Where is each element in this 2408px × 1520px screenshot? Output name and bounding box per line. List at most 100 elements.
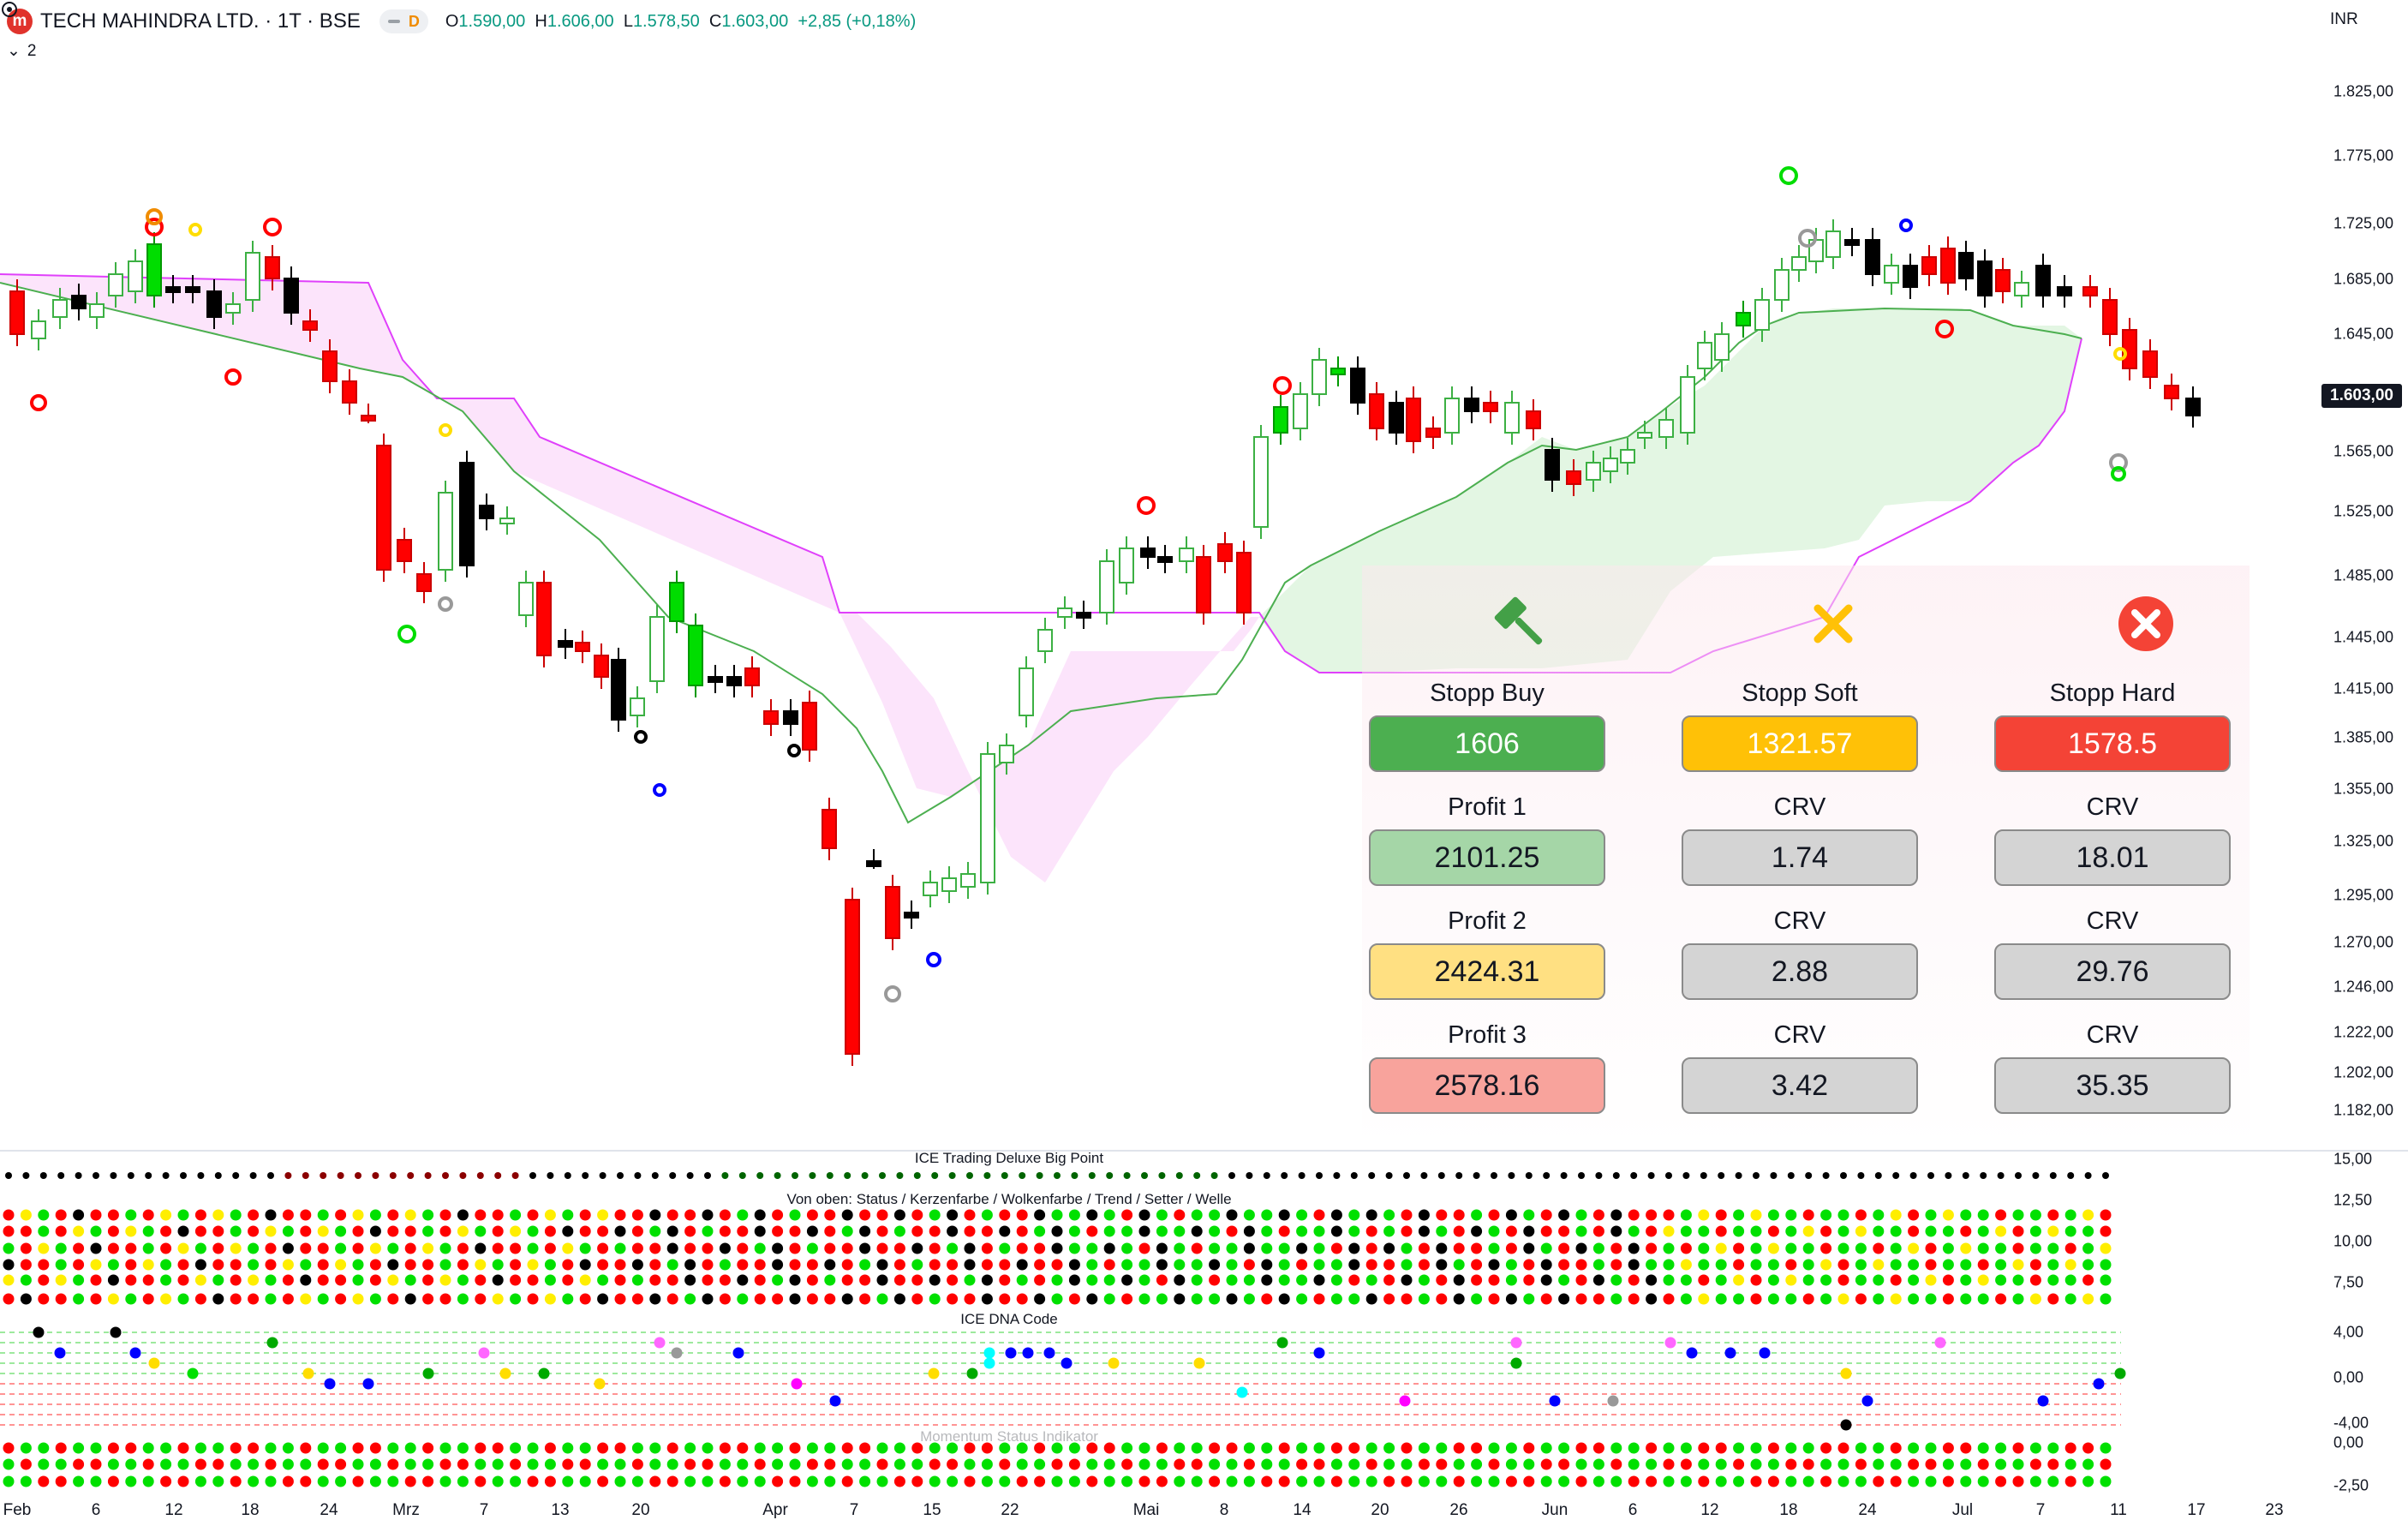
momentum-dot [999, 1442, 1011, 1454]
candle-body [822, 809, 837, 849]
indicator-dots [3, 1172, 2112, 1487]
status-dot [1995, 1293, 2007, 1305]
status-dot [754, 1242, 766, 1254]
symbol-title[interactable]: TECH MAHINDRA LTD. · 1T · BSE [40, 9, 361, 33]
candle-body [558, 640, 573, 648]
momentum-dot [1068, 1475, 1080, 1487]
status-dot [1558, 1259, 1570, 1271]
momentum-dot [981, 1475, 993, 1487]
status-dot [1051, 1293, 1063, 1305]
status-dot [702, 1209, 714, 1221]
status-dot [2064, 1242, 2076, 1254]
status-dot [404, 1225, 416, 1237]
candle-body [342, 380, 357, 404]
status-dot [579, 1274, 591, 1286]
status-dot [1837, 1225, 1849, 1237]
status-dot [1733, 1225, 1745, 1237]
status-dot [1646, 1209, 1658, 1221]
status-dot [457, 1293, 469, 1305]
settings-gear-icon[interactable] [0, 0, 19, 19]
status-dot [929, 1225, 941, 1237]
candle-body [2164, 385, 2179, 399]
momentum-dot [142, 1458, 154, 1470]
status-dot [544, 1225, 556, 1237]
status-dot [1156, 1225, 1168, 1237]
status-dot [1350, 1172, 1358, 1179]
momentum-dot [737, 1458, 749, 1470]
status-dot [876, 1259, 888, 1271]
momentum-dot [1558, 1442, 1570, 1454]
momentum-pane-title: Momentum Status Indikator [920, 1428, 1098, 1445]
status-dot [142, 1274, 154, 1286]
status-dot [55, 1259, 67, 1271]
momentum-dot [1715, 1458, 1727, 1470]
status-dot [2084, 1172, 2092, 1179]
momentum-dot [1278, 1442, 1290, 1454]
status-dot [1191, 1259, 1203, 1271]
status-dot [1455, 1172, 1463, 1179]
status-dot [684, 1225, 696, 1237]
momentum-dot [457, 1458, 469, 1470]
status-dot [1718, 1172, 1725, 1179]
status-dot [1977, 1225, 1989, 1237]
candle-body [1293, 393, 1308, 429]
status-dot [160, 1225, 172, 1237]
signal-marker [787, 744, 801, 757]
error-circle-icon [2112, 589, 2180, 658]
momentum-dot [631, 1475, 643, 1487]
status-dot [1628, 1274, 1640, 1286]
status-dot [1558, 1293, 1570, 1305]
momentum-dot [1890, 1442, 1902, 1454]
momentum-dot [107, 1475, 119, 1487]
interval-badge[interactable]: D [379, 9, 428, 33]
status-dot [1420, 1172, 1428, 1179]
status-dot [981, 1209, 993, 1221]
status-dot [352, 1293, 364, 1305]
status-dot [1592, 1274, 1604, 1286]
status-dot [1348, 1293, 1360, 1305]
status-dot [947, 1209, 959, 1221]
status-dot [1592, 1209, 1604, 1221]
candle-body [2057, 286, 2072, 296]
candle-body [726, 676, 742, 686]
momentum-dot [404, 1475, 416, 1487]
indicator-tick-label: 15,00 [2333, 1150, 2373, 1168]
status-dot [1453, 1225, 1465, 1237]
indicator-collapse-toggle[interactable]: ⌄ 2 [7, 41, 37, 61]
panel-label: CRV [1773, 1021, 1826, 1049]
status-dot [387, 1274, 399, 1286]
status-dot [73, 1274, 85, 1286]
status-dot [2012, 1274, 2024, 1286]
status-dot [844, 1172, 851, 1179]
currency-label[interactable]: INR [2330, 10, 2358, 28]
panel-value: 18.01 [1994, 829, 2231, 886]
momentum-dot [1523, 1475, 1535, 1487]
momentum-dot [1977, 1442, 1989, 1454]
status-dot [1733, 1259, 1745, 1271]
momentum-dot [2047, 1442, 2059, 1454]
status-dot [162, 1172, 170, 1179]
momentum-dot [90, 1458, 102, 1470]
status-dot [824, 1242, 836, 1254]
status-dot [1436, 1293, 1448, 1305]
momentum-dot [2064, 1475, 2076, 1487]
status-dot [999, 1293, 1011, 1305]
momentum-dot [1243, 1475, 1255, 1487]
status-dot [631, 1242, 643, 1254]
momentum-dot [1820, 1442, 1832, 1454]
momentum-dot [300, 1458, 312, 1470]
status-dot [57, 1172, 65, 1179]
momentum-dot [649, 1458, 661, 1470]
momentum-dot [1558, 1475, 1570, 1487]
price-tick-label: 1.415,00 [2333, 679, 2394, 697]
status-dot [267, 1172, 274, 1179]
time-tick-label: 6 [1628, 1501, 1638, 1519]
status-dot [1401, 1209, 1413, 1221]
status-dot [1330, 1209, 1342, 1221]
momentum-dot [1174, 1442, 1186, 1454]
status-dot [510, 1293, 522, 1305]
status-dot [579, 1225, 591, 1237]
candlestick-series[interactable] [9, 219, 2201, 1066]
status-dot [194, 1259, 206, 1271]
momentum-dot [177, 1458, 189, 1470]
